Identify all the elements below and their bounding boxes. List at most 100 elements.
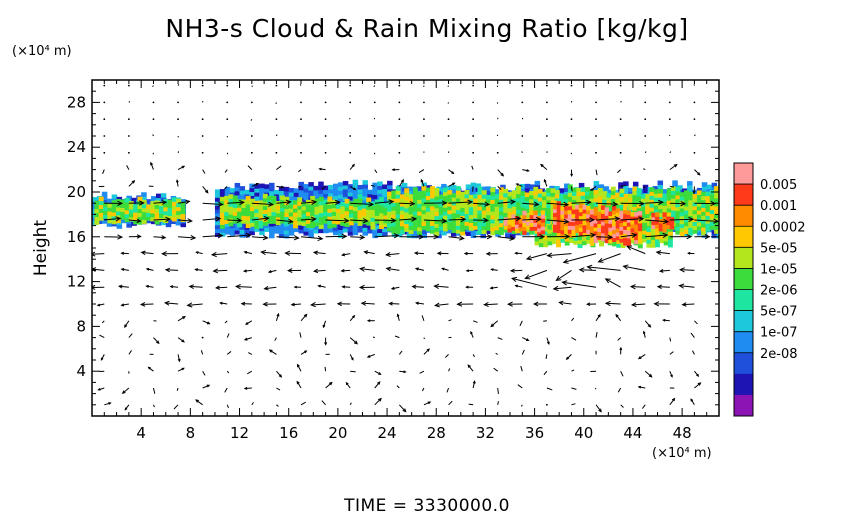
cloud-cell	[683, 206, 689, 211]
cloud-cell	[133, 208, 139, 213]
cloud-cell	[553, 228, 558, 233]
cloud-cell	[494, 198, 500, 203]
cloud-cell	[399, 206, 405, 211]
cloud-cell	[626, 218, 632, 223]
cloud-cell	[464, 197, 470, 203]
cloud-cell	[362, 227, 368, 232]
cloud-cell	[313, 229, 319, 234]
cloud-cell	[171, 201, 177, 206]
wind-arrow	[595, 169, 598, 176]
cloud-cell	[357, 209, 363, 215]
cloud-cell	[667, 231, 673, 236]
cloud-cell	[511, 214, 516, 220]
cloud-cell	[642, 230, 648, 235]
wind-arrow	[349, 402, 352, 406]
cloud-cell	[249, 218, 255, 223]
cloud-cell	[124, 197, 130, 203]
cloud-cell	[314, 214, 320, 219]
cloud-cell	[473, 221, 479, 226]
cloud-cell	[604, 223, 609, 228]
wind-arrowhead	[515, 183, 519, 186]
cloud-cell	[563, 194, 569, 200]
cloud-cell	[254, 204, 260, 210]
cloud-cell	[370, 201, 376, 206]
wind-dot	[595, 101, 597, 104]
wind-dot	[447, 135, 450, 137]
wind-arrow	[325, 382, 333, 389]
wind-arrow	[300, 401, 306, 406]
cloud-cell	[490, 218, 496, 224]
y-tick-label: 12	[67, 273, 86, 291]
cloud-cell	[451, 204, 457, 210]
cloud-cell	[533, 210, 538, 216]
wind-arrowhead	[388, 301, 393, 306]
cloud-cell	[249, 187, 255, 193]
cloud-cell	[259, 226, 265, 232]
cloud-cell	[228, 210, 234, 215]
cloud-cell	[128, 208, 134, 214]
cloud-cell	[572, 187, 577, 193]
cloud-cell	[564, 213, 569, 219]
wind-dot	[177, 101, 179, 104]
wind-arrowhead	[263, 286, 269, 291]
wind-arrow	[216, 286, 228, 289]
cloud-cell	[675, 206, 681, 212]
cloud-cell	[176, 214, 182, 219]
cloud-cell	[273, 229, 280, 234]
wind-dot	[177, 118, 179, 121]
cloud-cell	[430, 186, 435, 191]
wind-arrowhead	[92, 251, 96, 257]
cloud-cell	[662, 209, 668, 214]
cloud-cell	[98, 196, 104, 202]
wind-dot	[201, 336, 204, 339]
wind-arrow	[694, 382, 701, 389]
cloud-cell	[425, 199, 431, 204]
cloud-cell	[589, 241, 595, 246]
wind-dot	[201, 118, 204, 121]
cloud-cell	[254, 192, 260, 197]
cloud-cell	[628, 205, 633, 211]
cloud-cell	[301, 209, 307, 215]
cloud-cell	[331, 211, 337, 216]
cloud-cell	[465, 184, 472, 189]
wind-arrow	[146, 285, 154, 288]
wind-arrow	[227, 201, 244, 204]
colorbar: 0.0050.0010.00025e-051e-052e-065e-071e-0…	[733, 162, 806, 417]
cloud-cell	[642, 234, 648, 239]
wind-arrow	[325, 201, 340, 204]
cloud-cell	[131, 201, 137, 207]
cloud-cell	[391, 194, 397, 199]
cloud-cell	[706, 184, 713, 190]
cloud-cell	[653, 208, 659, 214]
wind-arrow	[177, 354, 181, 362]
cloud-cell	[451, 228, 457, 233]
cloud-cell	[245, 215, 251, 221]
cloud-cell	[683, 213, 689, 219]
cloud-cell	[391, 190, 397, 196]
cloud-cell	[604, 207, 609, 212]
wind-arrowhead	[310, 302, 316, 308]
wind-dot	[226, 118, 229, 121]
cloud-cell	[534, 233, 540, 238]
cloud-cell	[498, 195, 504, 200]
cloud-cell	[503, 192, 509, 198]
wind-arrow	[623, 265, 646, 271]
wind-arrowhead	[552, 285, 559, 292]
cloud-cell	[297, 205, 303, 210]
cloud-cell	[159, 209, 164, 215]
cloud-cell	[224, 230, 231, 235]
wind-arrowhead	[433, 283, 440, 290]
cloud-cell	[534, 236, 540, 242]
cloud-cell	[529, 194, 534, 200]
wind-arrowhead	[679, 267, 685, 273]
cloud-cell	[430, 205, 435, 211]
cloud-cell	[395, 221, 401, 227]
cloud-cell	[662, 220, 667, 225]
cloud-cell	[580, 191, 586, 196]
cloud-cell	[442, 191, 448, 197]
cloud-cell	[361, 208, 367, 213]
wind-arrow	[669, 337, 672, 342]
wind-arrow	[571, 234, 595, 238]
cloud-cell	[408, 202, 414, 207]
cloud-cell	[705, 195, 711, 201]
